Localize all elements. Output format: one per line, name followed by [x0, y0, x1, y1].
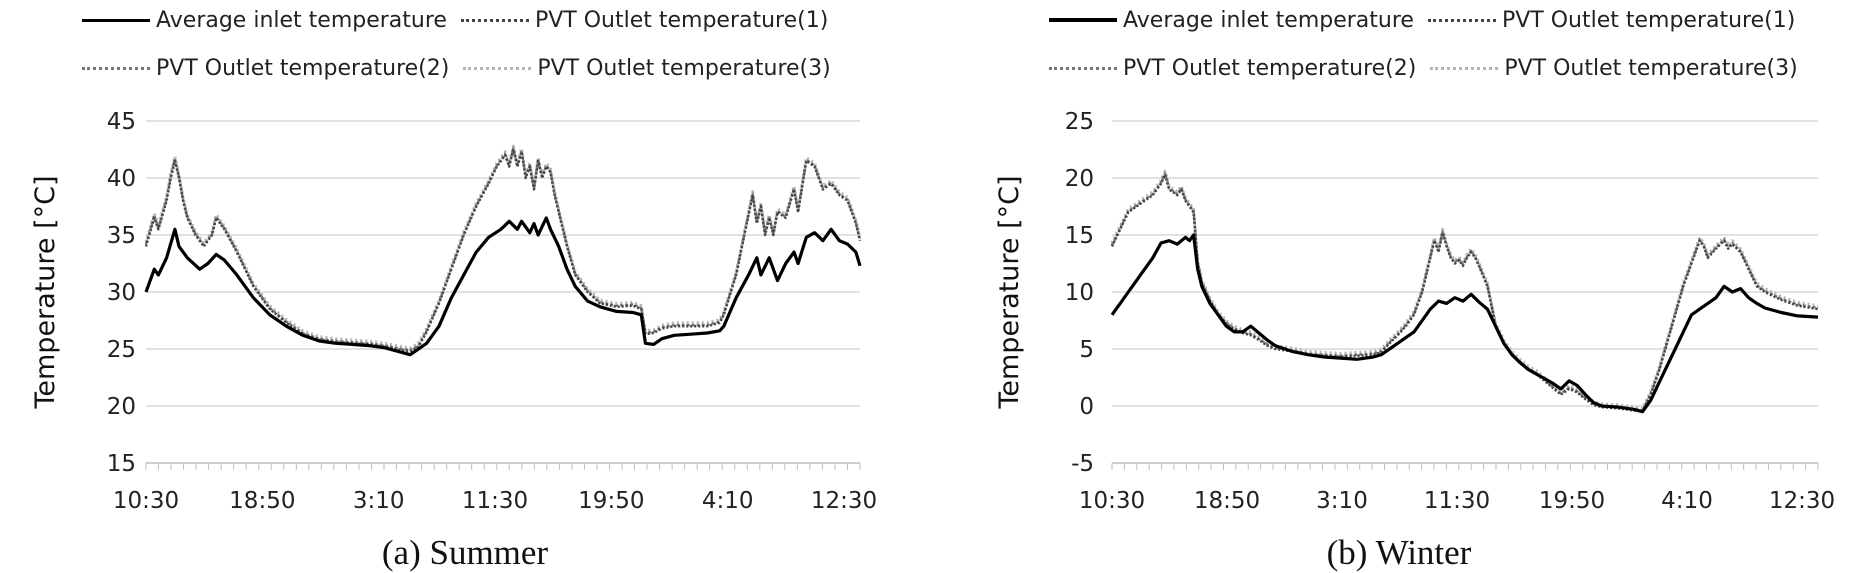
y-tick-label: 5 [1079, 337, 1094, 363]
legend-swatch-outlet-2 [82, 66, 150, 70]
y-tick-label: 30 [107, 280, 136, 306]
y-tick-label: 20 [1065, 166, 1094, 192]
y-tick-label: 15 [1065, 223, 1094, 249]
legend-label: PVT Outlet temperature(2) [156, 55, 450, 81]
winter-plot: -5 0 5 10 15 20 25 10:30 18:50 3:10 11:30 19:50 4:10… [994, 109, 1835, 514]
x-tick-label: 12:30 [811, 488, 877, 514]
y-tick-label: -5 [1071, 451, 1094, 477]
x-tick-label: 10:30 [1079, 488, 1145, 514]
legend-swatch-outlet-3 [1430, 66, 1499, 70]
legend-swatch-inlet [1049, 18, 1117, 22]
x-tick-label: 18:50 [229, 488, 295, 514]
series-line-0 [144, 216, 862, 357]
legend-label: PVT Outlet temperature(1) [1501, 7, 1796, 33]
y-axis-title: Temperature [°C] [994, 175, 1025, 409]
x-tick-label: 19:50 [578, 488, 644, 514]
summer-chart-panel: Average inlet temperature PVT Outlet tem… [30, 5, 877, 573]
x-tick-label: 19:50 [1539, 488, 1605, 514]
legend-label: Average inlet temperature [156, 7, 447, 33]
y-tick-label: 35 [107, 223, 136, 249]
y-tick-label: 10 [1065, 280, 1094, 306]
legend-label: PVT Outlet temperature(3) [1504, 55, 1798, 81]
x-tick-label: 18:50 [1194, 488, 1260, 514]
summer-caption: (a) Summer [381, 533, 549, 572]
y-tick-label: 15 [107, 451, 136, 477]
legend-item-inlet: Average inlet temperature [1049, 8, 1414, 33]
legend-swatch-inlet [82, 18, 150, 22]
legend-label: PVT Outlet temperature(2) [1123, 55, 1417, 81]
legend-item-inlet: Average inlet temperature [82, 8, 447, 33]
y-tick-label: 25 [1065, 109, 1094, 135]
winter-legend-row-2: PVT Outlet temperature(2) PVT Outlet tem… [1049, 53, 1812, 83]
x-tick-label: 12:30 [1769, 488, 1835, 514]
x-tick-label: 11:30 [462, 488, 528, 514]
summer-legend-row-2: PVT Outlet temperature(2) PVT Outlet tem… [82, 53, 845, 83]
winter-chart-panel: Average inlet temperature PVT Outlet tem… [934, 0, 1868, 573]
legend-item-outlet-2: PVT Outlet temperature(2) [1049, 56, 1416, 81]
legend-label: Average inlet temperature [1123, 7, 1414, 33]
legend-item-outlet-3: PVT Outlet temperature(3) [463, 55, 831, 81]
legend-swatch-outlet-1 [1427, 18, 1496, 22]
winter-caption: (b) Winter [1326, 533, 1472, 572]
series-line-3 [1110, 169, 1819, 410]
series-line-3 [144, 144, 862, 350]
legend-swatch-outlet-3 [463, 66, 532, 70]
y-tick-label: 25 [107, 337, 136, 363]
y-axis-title: Temperature [°C] [30, 175, 61, 409]
legend-item-outlet-2: PVT Outlet temperature(2) [82, 56, 449, 81]
legend-swatch-outlet-1 [460, 18, 529, 22]
series-line-0 [1110, 233, 1819, 414]
winter-legend-row-1: Average inlet temperature PVT Outlet tem… [1049, 5, 1809, 35]
series-line-1 [1110, 173, 1819, 413]
y-tick-label: 20 [107, 394, 136, 420]
x-tick-label: 3:10 [353, 488, 405, 514]
legend-item-outlet-1: PVT Outlet temperature(1) [460, 7, 829, 33]
summer-plot: 15 20 25 30 35 40 45 10:30 18:50 3:10 11:30 19:50 4:… [30, 109, 877, 514]
summer-legend-row-1: Average inlet temperature PVT Outlet tem… [82, 5, 842, 35]
y-tick-label: 40 [107, 166, 136, 192]
x-tick-label: 10:30 [113, 488, 179, 514]
x-tick-label: 4:10 [1661, 488, 1713, 514]
y-tick-label: 45 [107, 109, 136, 135]
x-tick-label: 4:10 [702, 488, 754, 514]
legend-item-outlet-1: PVT Outlet temperature(1) [1427, 7, 1796, 33]
legend-label: PVT Outlet temperature(1) [534, 7, 829, 33]
series-line-1 [144, 148, 862, 353]
y-tick-label: 0 [1079, 394, 1094, 420]
x-tick-label: 3:10 [1316, 488, 1368, 514]
x-tick-label: 11:30 [1424, 488, 1490, 514]
legend-swatch-outlet-2 [1049, 66, 1117, 70]
legend-label: PVT Outlet temperature(3) [537, 55, 831, 81]
legend-item-outlet-3: PVT Outlet temperature(3) [1430, 55, 1798, 81]
